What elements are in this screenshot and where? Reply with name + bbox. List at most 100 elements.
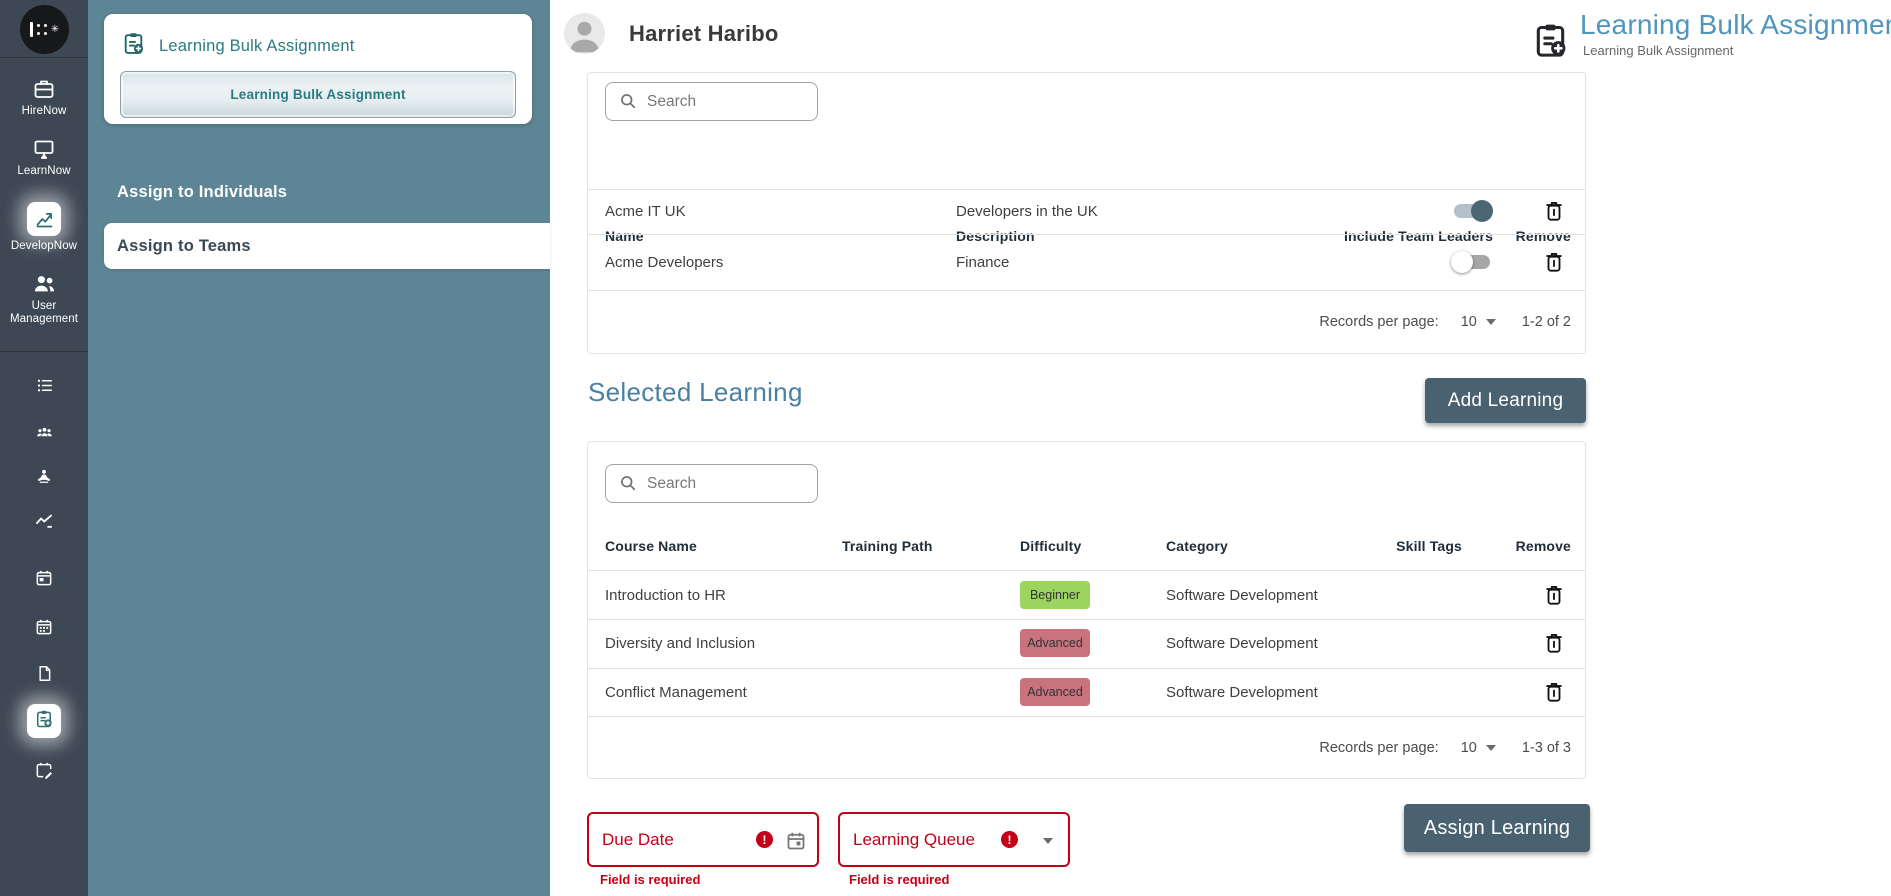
chevron-down-icon[interactable] (1485, 319, 1496, 325)
due-date-error: Field is required (600, 872, 701, 887)
trash-icon (1546, 586, 1562, 605)
course-category: Software Development (1166, 587, 1318, 604)
page-subtitle: Learning Bulk Assignment (1583, 43, 1734, 58)
remove-team-button[interactable] (1543, 250, 1565, 274)
submenu-item-label: Assign to Teams (117, 236, 251, 255)
clipboard-add-icon (1531, 21, 1570, 65)
learning-table-card: Course Name Training Path Difficulty Cat… (587, 441, 1586, 779)
column-header-skill-tags: Skill Tags (1396, 538, 1462, 554)
column-header-difficulty: Difficulty (1020, 538, 1082, 554)
submenu-item-assign-individuals[interactable]: Assign to Individuals (117, 183, 288, 201)
presentation-icon (0, 137, 88, 161)
error-icon: ! (1001, 831, 1018, 848)
team-description: Developers in the UK (956, 203, 1098, 220)
search-icon (621, 476, 636, 491)
team-description: Finance (956, 254, 1010, 271)
due-date-label: Due Date (602, 829, 674, 849)
team-name: Acme Developers (605, 254, 724, 271)
records-per-page-select[interactable]: 10 (1460, 314, 1477, 330)
column-header-remove: Remove (1515, 228, 1571, 244)
sidebar-item-label: HireNow (21, 105, 67, 117)
sidebar-tool-bulk-assignment[interactable] (0, 704, 88, 738)
calendar-icon (34, 568, 54, 593)
difficulty-badge: Beginner (1020, 581, 1090, 609)
column-header-name: Name (605, 228, 644, 244)
calendar-icon[interactable] (785, 830, 807, 857)
trash-icon (1546, 683, 1562, 702)
wellness-icon (34, 467, 54, 492)
column-header-include-team-leaders: Include Team Leaders (1343, 228, 1493, 244)
sidebar-item-user-management[interactable]: User Management (0, 271, 88, 326)
row-divider (588, 189, 1585, 190)
avatar (564, 13, 605, 54)
sidebar-tool-teams[interactable] (0, 423, 88, 447)
sidebar-tool-schedule[interactable] (0, 617, 88, 642)
toggle-knob (1471, 200, 1493, 222)
logo-mark (29, 22, 33, 37)
sidebar-tool-documents[interactable] (0, 664, 88, 688)
sidebar-item-label: LearnNow (17, 165, 71, 177)
column-header-category: Category (1166, 538, 1228, 554)
app-logo[interactable]: ✳ (20, 5, 69, 54)
chevron-down-icon[interactable] (1485, 745, 1496, 751)
clipboard-add-icon (121, 31, 146, 61)
sidebar-tool-wellness[interactable] (0, 467, 88, 492)
course-category: Software Development (1166, 635, 1318, 652)
column-header-remove: Remove (1515, 538, 1571, 554)
teams-search-input[interactable] (605, 82, 818, 121)
remove-course-button[interactable] (1543, 680, 1565, 704)
calendar-edit-icon (34, 760, 54, 785)
section-heading: Selected Learning (588, 377, 803, 407)
course-name: Diversity and Inclusion (605, 635, 756, 652)
sidebar-item-hirenow[interactable]: HireNow (0, 77, 88, 118)
row-divider (588, 668, 1585, 669)
trash-icon (1546, 253, 1562, 272)
sidebar-tool-calendar-edit[interactable] (0, 760, 88, 785)
briefcase-icon (0, 77, 88, 101)
module-card: Learning Bulk Assignment Learning Bulk A… (104, 14, 532, 124)
sidebar-item-label: DevelopNow (10, 240, 78, 252)
sidebar-tool-calendar[interactable] (0, 568, 88, 593)
row-divider (588, 619, 1585, 620)
module-title: Learning Bulk Assignment (159, 36, 355, 55)
module-card-header: Learning Bulk Assignment (121, 31, 355, 61)
include-team-leaders-toggle[interactable] (1454, 200, 1493, 222)
active-nav-highlight (27, 202, 61, 236)
difficulty-badge: Advanced (1020, 629, 1090, 657)
due-date-field[interactable]: Due Date ! (587, 812, 819, 867)
records-per-page-select[interactable]: 10 (1460, 740, 1477, 756)
assign-learning-button[interactable]: Assign Learning (1404, 804, 1590, 852)
course-category: Software Development (1166, 684, 1318, 701)
submenu-item-assign-teams[interactable]: Assign to Teams (104, 223, 550, 269)
page-title: Learning Bulk Assignment (1580, 9, 1891, 40)
course-name: Introduction to HR (605, 587, 726, 604)
include-team-leaders-toggle[interactable] (1451, 251, 1490, 273)
remove-team-button[interactable] (1543, 199, 1565, 223)
logo-star: ✳ (50, 23, 60, 35)
sidebar-tool-list[interactable] (0, 376, 88, 400)
logo-dots (36, 24, 40, 35)
chevron-down-icon[interactable] (1043, 838, 1053, 844)
add-learning-button[interactable]: Add Learning (1425, 378, 1586, 423)
people-group-icon (35, 423, 54, 447)
person-icon (569, 21, 600, 53)
sidebar-item-learnnow[interactable]: LearnNow (0, 137, 88, 178)
logo-dots (43, 24, 47, 35)
app-sidebar: ✳ HireNow LearnNow DevelopNow (0, 0, 88, 896)
sidebar-item-developnow[interactable]: DevelopNow (0, 202, 88, 253)
document-icon (35, 664, 54, 688)
sidebar-tool-analytics[interactable] (0, 511, 88, 536)
teams-search (605, 82, 818, 121)
learning-search-input[interactable] (605, 464, 818, 503)
error-icon: ! (756, 831, 773, 848)
remove-course-button[interactable] (1543, 631, 1565, 655)
module-button[interactable]: Learning Bulk Assignment (120, 71, 516, 118)
remove-course-button[interactable] (1543, 583, 1565, 607)
trending-icon (34, 209, 55, 230)
sidebar-item-label: User Management (9, 300, 79, 325)
learning-queue-label: Learning Queue (853, 829, 975, 849)
learning-queue-field[interactable]: Learning Queue ! (838, 812, 1070, 867)
teams-pager: Records per page: 10 1-2 of 2 (1319, 314, 1571, 330)
users-icon (0, 271, 88, 296)
learning-search (605, 464, 818, 503)
